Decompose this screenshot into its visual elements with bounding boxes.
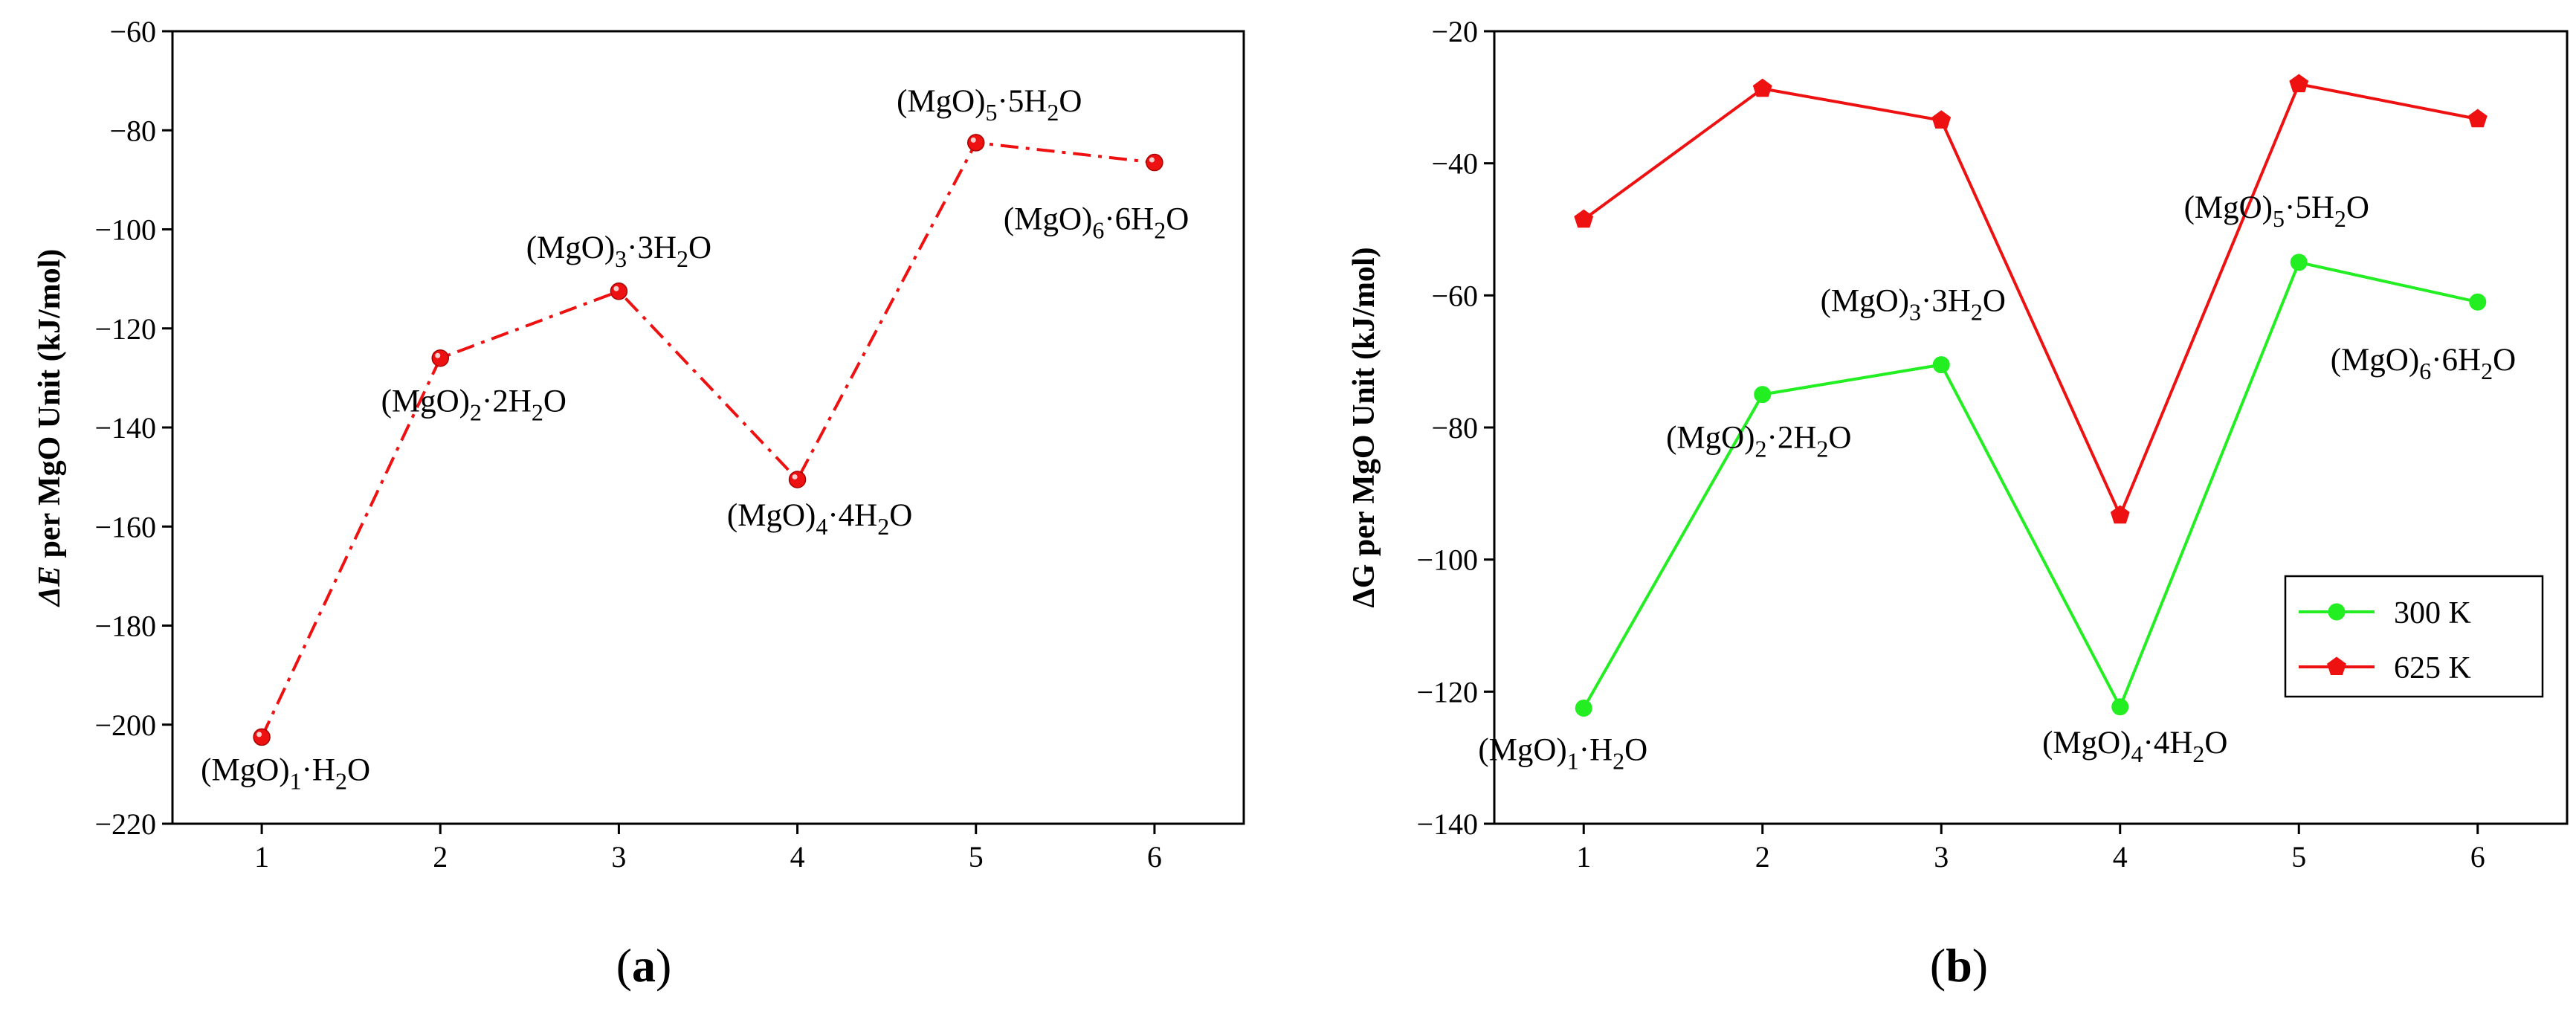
y-tick-label: −60 — [1431, 279, 1478, 312]
point-annotation: (MgO)2·2H2O — [381, 384, 566, 426]
y-axis-title: ΔE per MgO Unit (kJ/mol) — [33, 249, 67, 608]
plot-frame — [171, 30, 1245, 825]
y-tick-label: −80 — [1431, 411, 1478, 445]
y-tick-label: −100 — [94, 213, 156, 247]
data-point — [1932, 356, 1950, 374]
legend-label: 300 K — [2394, 596, 2471, 630]
data-point — [2289, 74, 2309, 93]
data-point — [1931, 110, 1952, 129]
marker-highlight — [792, 474, 798, 480]
data-point — [1146, 153, 1163, 172]
marker-highlight — [1149, 157, 1155, 163]
point-annotation: (MgO)5·5H2O — [897, 84, 1082, 126]
panel-label: (b) — [1930, 939, 1988, 992]
legend-label: 625 K — [2394, 651, 2471, 685]
data-point — [431, 349, 449, 367]
y-tick-label: −120 — [94, 312, 156, 346]
data-point — [2111, 698, 2129, 716]
data-point — [2110, 505, 2130, 524]
point-annotation: (MgO)6·6H2O — [1004, 202, 1189, 244]
data-point — [2290, 254, 2308, 271]
y-tick-label: −140 — [94, 411, 156, 445]
data-point — [1574, 209, 1594, 228]
data-point — [788, 471, 807, 488]
data-point — [1575, 700, 1592, 717]
plot-frame — [1493, 30, 2569, 825]
panel-a-chart: −220 −200 −180 −160 −140 −120 −100 −80 −60 1 2 3 4 5 6… — [33, 15, 1245, 992]
data-point — [967, 134, 985, 152]
point-annotation: (MgO)3·3H2O — [526, 230, 711, 272]
data-point — [2467, 109, 2488, 128]
marker-highlight — [970, 137, 976, 143]
x-tick-label: 2 — [433, 840, 448, 874]
y-tick-label: −200 — [94, 708, 156, 742]
x-tick-label: 6 — [1147, 840, 1162, 874]
point-annotation: (MgO)1·H2O — [1478, 733, 1647, 775]
y-tick-label: −220 — [94, 807, 156, 841]
data-point — [1754, 386, 1772, 404]
x-tick-label: 5 — [2291, 840, 2306, 874]
point-annotation: (MgO)5·5H2O — [2184, 190, 2369, 232]
data-point — [253, 728, 271, 746]
point-annotation: (MgO)4·4H2O — [727, 498, 912, 540]
x-tick-label: 6 — [2470, 840, 2485, 874]
marker-highlight — [435, 352, 441, 358]
x-tick-label: 4 — [790, 840, 805, 874]
point-annotation: (MgO)2·2H2O — [1666, 421, 1851, 462]
panel-label: (a) — [616, 939, 672, 992]
y-axis-title: ΔG per MgO Unit (kJ/mol) — [1347, 247, 1381, 607]
series-line-2 — [1583, 82, 2479, 520]
series-line-1 — [1582, 260, 2479, 711]
point-annotation: (MgO)4·4H2O — [2042, 726, 2227, 767]
marker-highlight — [613, 285, 619, 291]
point-annotation: (MgO)6·6H2O — [2331, 343, 2516, 384]
x-tick-label: 1 — [1576, 840, 1591, 874]
y-tick-label: −120 — [1416, 675, 1478, 708]
data-point — [1752, 78, 1772, 97]
x-tick-label: 4 — [2113, 840, 2128, 874]
x-tick-label: 2 — [1755, 840, 1770, 874]
y-tick-label: −20 — [1431, 15, 1478, 48]
y-tick-label: −180 — [94, 610, 156, 643]
data-point — [610, 283, 628, 300]
x-tick-label: 3 — [611, 840, 626, 874]
y-tick-label: −140 — [1416, 807, 1478, 841]
y-tick-label: −160 — [94, 510, 156, 543]
y-tick-label: −60 — [109, 15, 156, 48]
marker-highlight — [256, 732, 262, 737]
x-tick-label: 3 — [1934, 840, 1949, 874]
legend-marker — [2327, 656, 2346, 675]
legend-marker — [2328, 603, 2346, 621]
series-line-1 — [260, 141, 1155, 738]
data-point — [2469, 293, 2487, 311]
point-annotation: (MgO)1·H2O — [201, 752, 370, 794]
y-tick-label: −100 — [1416, 543, 1478, 577]
x-tick-label: 1 — [254, 840, 269, 874]
y-tick-label: −40 — [1431, 147, 1478, 181]
y-tick-label: −80 — [109, 114, 156, 147]
panel-b-chart: −140 −120 −100 −80 −60 −40 −20 1 2 3 4 5 6 (MgO)1·H2O… — [1347, 15, 2569, 992]
x-tick-label: 5 — [969, 840, 984, 874]
point-annotation: (MgO)3·3H2O — [1821, 284, 2006, 326]
legend-box — [2284, 575, 2544, 698]
